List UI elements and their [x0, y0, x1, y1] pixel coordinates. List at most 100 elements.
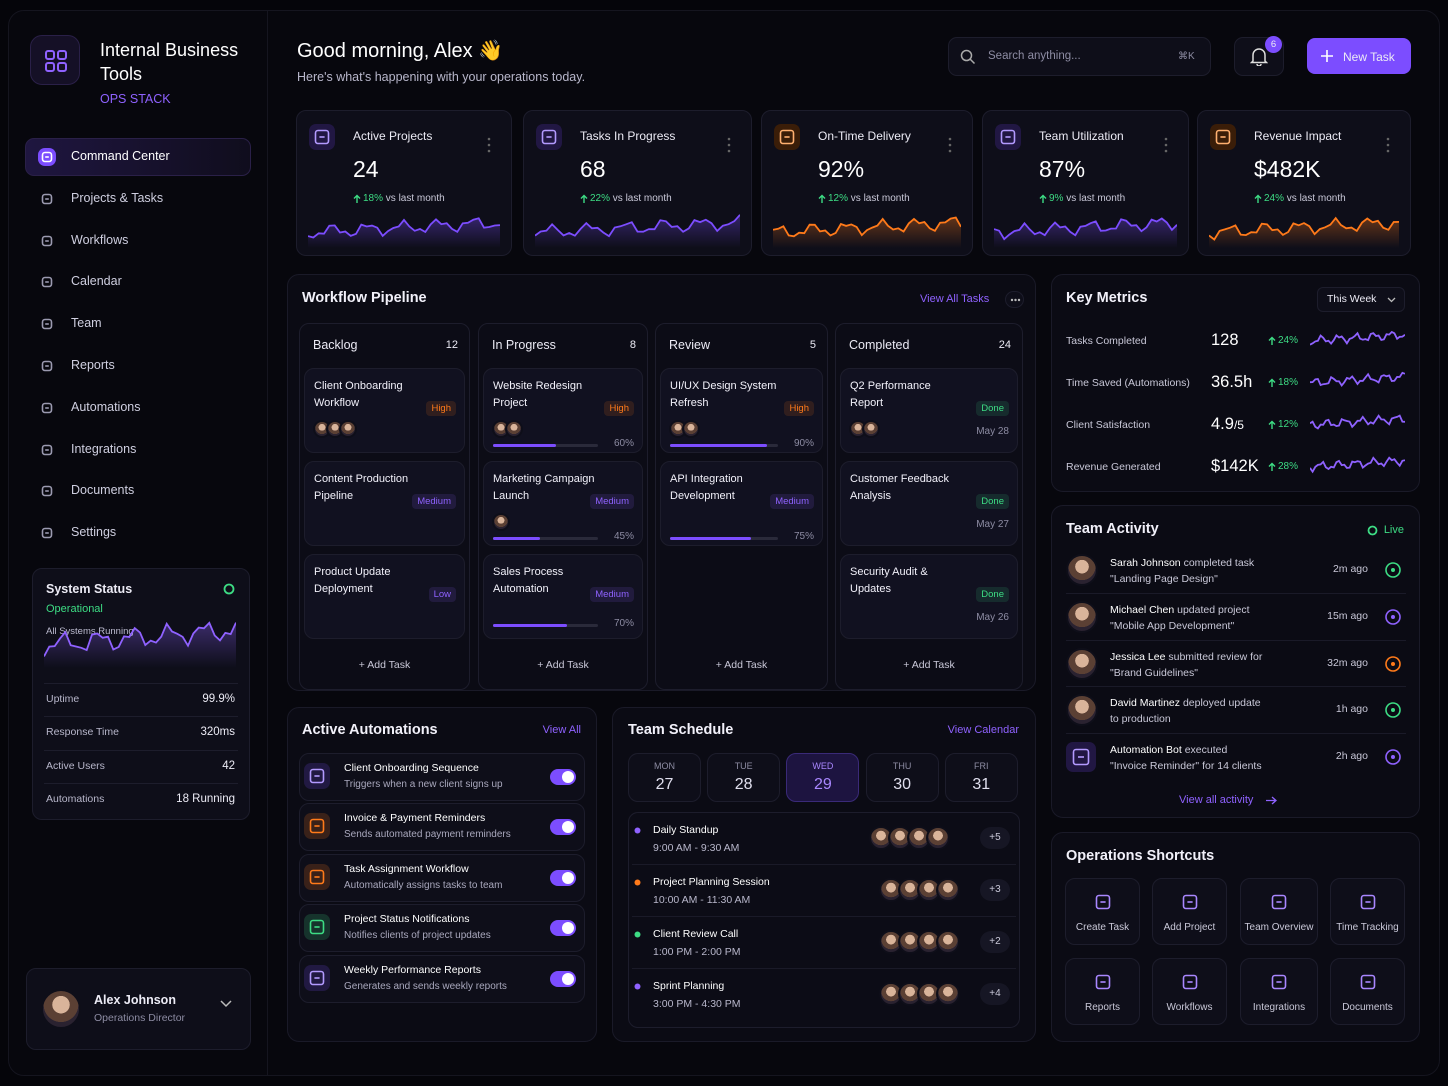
task-card: [304, 368, 465, 453]
day-tile[interactable]: [628, 753, 701, 802]
activity-avatar: [1066, 600, 1098, 633]
add-task[interactable]: + Add Task: [903, 659, 955, 671]
automations-title: Active Automations: [302, 722, 438, 738]
menu-dots: [1010, 298, 1021, 302]
metric-value-number: $142K: [1211, 457, 1259, 475]
automation-row: [299, 904, 585, 953]
notifications-button[interactable]: [1234, 37, 1284, 76]
schedule-link[interactable]: View Calendar: [947, 724, 1019, 736]
kpi-change-value: 24%: [1264, 193, 1285, 204]
activity-time: 1h ago: [1335, 703, 1368, 716]
divider: [44, 749, 238, 751]
task-title: Security Audit & Updates: [850, 566, 928, 595]
nav-item[interactable]: Workflows: [71, 232, 129, 247]
nav-item[interactable]: Automations: [71, 399, 141, 414]
search-box[interactable]: [948, 37, 1211, 76]
shortcut-label[interactable]: Reports: [1084, 1002, 1120, 1013]
nav-active-bg[interactable]: [25, 138, 251, 176]
nav-item[interactable]: Integrations: [71, 441, 137, 456]
day-tile[interactable]: [944, 753, 1018, 802]
shortcut-tile[interactable]: [1065, 958, 1140, 1025]
activity-link[interactable]: View all activity: [1179, 794, 1254, 806]
shortcut-label[interactable]: Documents: [1342, 1002, 1393, 1013]
day-tile[interactable]: [865, 753, 939, 802]
pipeline-menu[interactable]: [1005, 291, 1024, 308]
progress-label: 90%: [793, 438, 814, 449]
task-tag: High: [426, 401, 456, 416]
icon: [38, 148, 56, 166]
new-task-label[interactable]: New Task: [1343, 50, 1395, 64]
nav-item[interactable]: Reports: [71, 358, 115, 372]
event-title: Project Planning Session: [653, 876, 770, 888]
activity-name: Jessica Lee: [1110, 650, 1166, 663]
column-name: Backlog: [313, 338, 358, 352]
nav-item[interactable]: Documents: [71, 483, 135, 498]
progress-track: [493, 537, 598, 540]
progress-label: 45%: [613, 531, 634, 542]
pipeline-link[interactable]: View All Tasks: [920, 293, 990, 305]
live-label: Live: [1383, 524, 1404, 536]
nav-item[interactable]: Calendar: [71, 274, 122, 289]
shortcut-label[interactable]: Integrations: [1252, 1002, 1306, 1013]
task-card: [483, 461, 643, 546]
shortcut-label[interactable]: Create Task: [1075, 922, 1130, 933]
nav-item[interactable]: Command Center: [71, 149, 170, 163]
task-tag: Medium: [590, 587, 634, 602]
column-name: In Progress: [492, 338, 556, 352]
sparkline: [773, 216, 961, 248]
kpi-menu: [1164, 137, 1168, 153]
nav-item[interactable]: Team: [71, 316, 102, 331]
day-tile[interactable]: [786, 753, 860, 802]
add-task[interactable]: + Add Task: [358, 659, 411, 671]
automation-toggle[interactable]: [550, 920, 576, 937]
automation-toggle[interactable]: [550, 769, 576, 785]
automation-toggle[interactable]: [550, 970, 576, 987]
activity-name: Michael Chen: [1110, 603, 1175, 616]
arrow-right: [1266, 796, 1277, 805]
divider: [1066, 639, 1406, 641]
shortcut-tile[interactable]: [1152, 878, 1227, 945]
shortcut-tile[interactable]: [1152, 958, 1227, 1025]
task-title: Sales Process Automation: [493, 566, 564, 595]
shortcut-label[interactable]: Team Overview: [1244, 922, 1314, 933]
shortcut-tile[interactable]: [1330, 958, 1405, 1025]
up-arrow: [1039, 194, 1047, 203]
shortcut-tile[interactable]: [1240, 878, 1318, 945]
automation-toggle[interactable]: [550, 819, 576, 836]
kpi-change-value: 12%: [828, 193, 849, 204]
day-tile[interactable]: [707, 753, 781, 802]
task-tag: Done: [976, 587, 1009, 602]
shortcut-tile[interactable]: [1240, 958, 1318, 1025]
nav-item[interactable]: Projects & Tasks: [71, 190, 164, 205]
shortcut-tile[interactable]: [1330, 878, 1405, 945]
automations-link[interactable]: View All: [542, 724, 581, 736]
metric-label: Revenue Generated: [1066, 461, 1161, 473]
add-task[interactable]: + Add Task: [715, 659, 768, 671]
sparkline: [535, 214, 740, 248]
shortcut-tile[interactable]: [1065, 878, 1140, 945]
icon: [1210, 124, 1236, 150]
activity-action: submitted review for: [1168, 650, 1263, 663]
automation-toggle[interactable]: [550, 869, 576, 886]
shortcut-label[interactable]: Workflows: [1166, 1002, 1213, 1013]
icon: [38, 273, 56, 291]
icon: [38, 482, 56, 500]
activity-name: David Martinez: [1110, 697, 1181, 710]
task-tag: Medium: [412, 494, 456, 509]
event-time: 10:00 AM - 11:30 AM: [653, 894, 751, 906]
shortcut-label[interactable]: Add Project: [1163, 922, 1216, 933]
period-label: This Week: [1327, 293, 1377, 305]
icon: [38, 399, 56, 417]
activity-avatar: [1066, 554, 1098, 586]
activity-action: executed: [1184, 744, 1228, 757]
icon-glyph: [1095, 974, 1110, 990]
kpi-change-value: 9%: [1049, 193, 1064, 204]
activity-status: [1385, 562, 1401, 578]
team-activity-title: Team Activity: [1066, 521, 1159, 537]
day-date: 31: [972, 776, 991, 793]
shortcut-label[interactable]: Time Tracking: [1336, 922, 1399, 933]
task-title: Product Update Deployment: [314, 566, 391, 595]
add-task[interactable]: + Add Task: [537, 659, 589, 671]
nav-item[interactable]: Settings: [71, 525, 117, 540]
day-name: WED: [812, 761, 834, 771]
